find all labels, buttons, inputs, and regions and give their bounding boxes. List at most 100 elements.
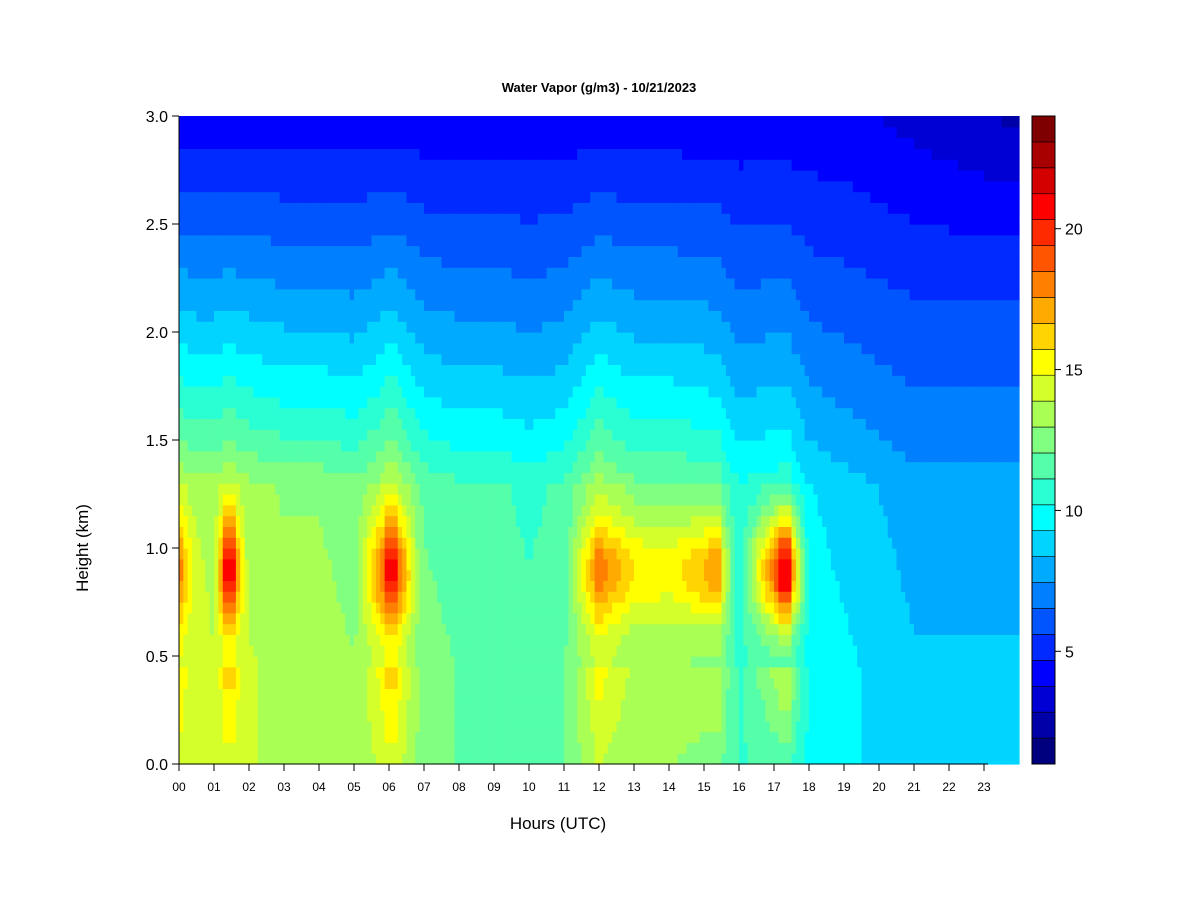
- heatmap-cell: [463, 623, 469, 635]
- heatmap-cell: [367, 602, 373, 614]
- heatmap-cell: [515, 720, 521, 733]
- heatmap-cell: [319, 612, 324, 625]
- heatmap-cell: [515, 321, 521, 333]
- heatmap-cell: [240, 116, 246, 128]
- heatmap-cell: [262, 753, 268, 765]
- heatmap-cell: [397, 224, 403, 236]
- heatmap-cell: [340, 483, 346, 495]
- heatmap-cell: [284, 569, 289, 581]
- heatmap-cell: [323, 267, 329, 279]
- heatmap-cell: [222, 666, 228, 679]
- heatmap-cell: [222, 450, 228, 463]
- heatmap-cell: [450, 180, 456, 193]
- heatmap-cell: [406, 666, 412, 679]
- heatmap-cell: [419, 256, 425, 268]
- heatmap-cell: [480, 634, 486, 646]
- heatmap-cell: [305, 645, 311, 657]
- heatmap-cell: [380, 353, 386, 365]
- heatmap-cell: [406, 591, 412, 603]
- heatmap-cell: [415, 753, 421, 765]
- heatmap-cell: [450, 494, 456, 506]
- heatmap-cell: [358, 256, 364, 268]
- heatmap-cell: [472, 710, 478, 722]
- heatmap-cell: [472, 450, 478, 463]
- heatmap-cell: [253, 148, 259, 160]
- heatmap-cell: [533, 375, 539, 387]
- heatmap-cell: [380, 677, 386, 689]
- heatmap-cell: [410, 666, 416, 679]
- heatmap-cell: [485, 170, 491, 182]
- heatmap-cell: [419, 137, 425, 149]
- heatmap-cell: [445, 213, 451, 225]
- heatmap-cell: [529, 418, 534, 430]
- heatmap-cell: [336, 245, 342, 257]
- heatmap-cell: [205, 623, 211, 635]
- heatmap-cell: [200, 267, 206, 279]
- heatmap-cell: [288, 288, 294, 301]
- heatmap-cell: [336, 116, 342, 128]
- heatmap-cell: [406, 461, 412, 473]
- heatmap-cell: [288, 742, 294, 754]
- heatmap-cell: [441, 321, 447, 333]
- heatmap-cell: [485, 364, 491, 376]
- heatmap-cell: [428, 126, 434, 139]
- heatmap-cell: [476, 288, 482, 301]
- heatmap-cell: [476, 267, 482, 279]
- heatmap-cell: [494, 720, 499, 733]
- heatmap-cell: [323, 677, 329, 689]
- heatmap-cell: [494, 731, 499, 743]
- heatmap-cell: [205, 731, 211, 743]
- heatmap-cell: [200, 677, 206, 689]
- heatmap-cell: [515, 688, 521, 700]
- heatmap-cell: [419, 116, 425, 128]
- heatmap-cell: [511, 742, 517, 754]
- heatmap-cell: [467, 213, 473, 225]
- heatmap-cell: [533, 526, 539, 538]
- heatmap-cell: [367, 234, 373, 247]
- heatmap-cell: [529, 710, 534, 722]
- heatmap-cell: [480, 234, 486, 247]
- heatmap-cell: [200, 386, 206, 398]
- heatmap-cell: [310, 710, 316, 722]
- heatmap-cell: [463, 353, 469, 365]
- heatmap-cell: [498, 418, 504, 430]
- heatmap-cell: [218, 191, 224, 203]
- heatmap-cell: [393, 656, 399, 668]
- heatmap-cell: [305, 472, 311, 484]
- heatmap-cell: [284, 180, 289, 193]
- heatmap-cell: [415, 731, 421, 743]
- heatmap-cell: [345, 753, 351, 765]
- heatmap-cell: [507, 677, 513, 689]
- heatmap-cell: [450, 267, 456, 279]
- heatmap-cell: [511, 256, 517, 268]
- heatmap-cell: [257, 191, 263, 203]
- heatmap-cell: [375, 677, 381, 689]
- heatmap-cell: [349, 472, 355, 484]
- heatmap-cell: [222, 569, 228, 581]
- heatmap-cell: [362, 569, 368, 581]
- heatmap-cell: [205, 656, 211, 668]
- heatmap-cell: [520, 731, 526, 743]
- heatmap-cell: [441, 548, 447, 560]
- heatmap-cell: [472, 407, 478, 419]
- heatmap-cell: [270, 710, 276, 722]
- heatmap-cell: [362, 137, 368, 149]
- heatmap-cell: [218, 407, 224, 419]
- heatmap-cell: [410, 299, 416, 311]
- heatmap-cell: [476, 148, 482, 160]
- heatmap-cell: [480, 342, 486, 355]
- heatmap-cell: [463, 429, 469, 441]
- heatmap-cell: [362, 299, 368, 311]
- heatmap-cell: [463, 440, 469, 452]
- heatmap-cell: [498, 742, 504, 754]
- heatmap-cell: [270, 332, 276, 344]
- heatmap-cell: [467, 688, 473, 700]
- heatmap-cell: [450, 688, 456, 700]
- heatmap-cell: [187, 515, 193, 527]
- heatmap-cell: [515, 504, 521, 517]
- heatmap-cell: [323, 278, 329, 290]
- heatmap-cell: [279, 634, 285, 646]
- heatmap-cell: [515, 267, 521, 279]
- heatmap-cell: [284, 321, 289, 333]
- heatmap-cell: [358, 515, 364, 527]
